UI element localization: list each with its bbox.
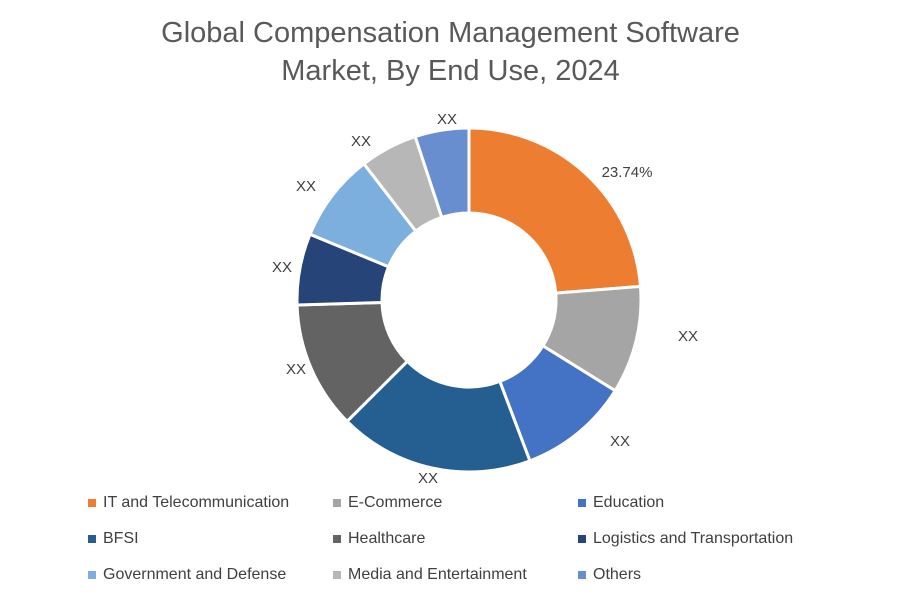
- legend-swatch: [578, 535, 586, 543]
- legend-swatch: [333, 499, 341, 507]
- legend: IT and Telecommunication E-Commerce Educat…: [88, 492, 848, 586]
- legend-swatch: [88, 571, 96, 579]
- data-label: XX: [296, 178, 316, 195]
- legend-label: Government and Defense: [103, 566, 287, 583]
- legend-swatch: [88, 535, 96, 543]
- legend-label: Others: [593, 566, 642, 583]
- chart-title-line-1: Global Compensation Management Software: [161, 17, 740, 49]
- data-label: XX: [286, 361, 306, 378]
- legend-item: Media and Entertainment: [333, 564, 578, 586]
- legend-item: Government and Defense: [88, 564, 333, 586]
- slice-others: [413, 126, 471, 220]
- data-label: XX: [272, 259, 292, 276]
- legend-label: BFSI: [103, 530, 139, 547]
- legend-swatch: [578, 499, 586, 507]
- legend-swatch: [333, 571, 341, 579]
- legend-item: Others: [578, 564, 838, 586]
- data-label: XX: [418, 470, 438, 487]
- legend-item: Logistics and Transportation: [578, 528, 838, 550]
- slice-it-and-telecommunication: [467, 126, 643, 295]
- legend-label: Media and Entertainment: [348, 566, 527, 583]
- legend-item: BFSI: [88, 528, 333, 550]
- legend-item: Education: [578, 492, 838, 514]
- legend-item: Healthcare: [333, 528, 578, 550]
- data-label: XX: [678, 328, 698, 345]
- legend-item: IT and Telecommunication: [88, 492, 333, 514]
- data-label: 23.74%: [602, 164, 653, 181]
- legend-swatch: [88, 499, 96, 507]
- legend-label: IT and Telecommunication: [103, 494, 290, 511]
- legend-swatch: [578, 571, 586, 579]
- legend-label: Logistics and Transportation: [593, 530, 794, 547]
- slice-bfsi: [344, 359, 532, 474]
- legend-swatch: [333, 535, 341, 543]
- legend-label: E-Commerce: [348, 494, 443, 511]
- data-label: XX: [351, 133, 371, 150]
- legend-label: Healthcare: [348, 530, 426, 547]
- chart-title-line-2: Market, By End Use, 2024: [281, 55, 620, 87]
- chart-title: Global Compensation Management Software …: [0, 14, 901, 90]
- data-label: XX: [610, 433, 630, 450]
- legend-item: E-Commerce: [333, 492, 578, 514]
- data-label: XX: [437, 111, 457, 128]
- legend-label: Education: [593, 494, 665, 511]
